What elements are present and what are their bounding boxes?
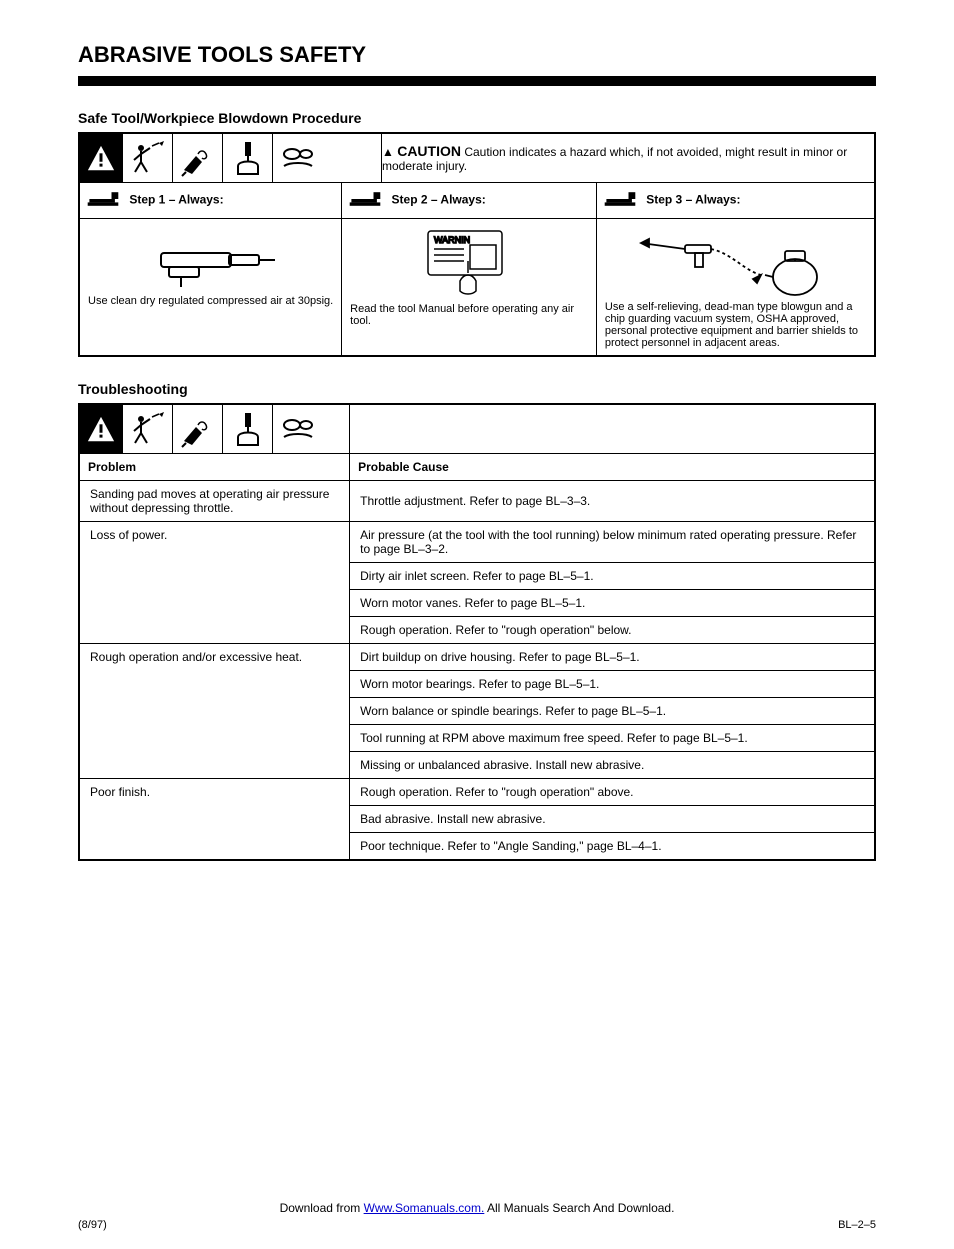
hazard-icon-strip	[80, 134, 381, 182]
eye-hazard-icon	[272, 134, 322, 182]
projectile-hazard-icon	[122, 134, 172, 182]
footer-prefix: Download from	[280, 1201, 364, 1215]
warning-triangle-icon	[80, 405, 122, 453]
step-icon	[86, 187, 120, 214]
title-rule	[78, 76, 876, 86]
trbl-cause: Dirty air inlet screen. Refer to page BL…	[350, 563, 875, 590]
step2-head-text: Step 2 – Always:	[392, 193, 486, 207]
trbl-cause: Bad abrasive. Install new abrasive.	[350, 806, 875, 833]
step2-head: Step 2 – Always:	[342, 183, 597, 219]
trbl-problem: Loss of power.	[79, 522, 350, 644]
issue-date: (8/97)	[78, 1219, 107, 1231]
trbl-cause: Air pressure (at the tool with the tool …	[350, 522, 875, 563]
trbl-cause: Tool running at RPM above maximum free s…	[350, 725, 875, 752]
pinch-hazard-icon	[222, 405, 272, 453]
step3-head: Step 3 – Always:	[596, 183, 875, 219]
step1-head: Step 1 – Always:	[79, 183, 342, 219]
hazard-icon-strip	[80, 405, 349, 453]
trbl-cause: Worn motor bearings. Refer to page BL–5–…	[350, 671, 875, 698]
page-title: ABRASIVE TOOLS SAFETY	[78, 42, 876, 68]
blowgun-vacuum-illustration	[635, 225, 835, 301]
trbl-cause: Throttle adjustment. Refer to page BL–3–…	[350, 481, 875, 522]
trbl-cause: Dirt buildup on drive housing. Refer to …	[350, 644, 875, 671]
trbl-cause: Poor technique. Refer to "Angle Sanding,…	[350, 833, 875, 861]
footer: Download from Www.Somanuals.com. All Man…	[78, 1201, 876, 1215]
trbl-head-problem: Problem	[79, 454, 350, 481]
step1-head-text: Step 1 – Always:	[129, 193, 223, 207]
footer-link[interactable]: Www.Somanuals.com.	[364, 1201, 485, 1215]
trbl-cause: Worn balance or spindle bearings. Refer …	[350, 698, 875, 725]
hot-surface-hazard-icon	[172, 134, 222, 182]
troubleshooting-table: Problem Probable Cause Sanding pad moves…	[78, 403, 876, 861]
step-icon	[603, 187, 637, 214]
hot-surface-hazard-icon	[172, 405, 222, 453]
caution-symbol: ▲	[382, 145, 394, 159]
manual-illustration: WARNIN	[414, 225, 524, 303]
step3-head-text: Step 3 – Always:	[646, 193, 740, 207]
trbl-cause: Rough operation. Refer to "rough operati…	[350, 779, 875, 806]
page-number: BL–2–5	[838, 1219, 876, 1231]
section-safe-blowdown-title: Safe Tool/Workpiece Blowdown Procedure	[78, 110, 876, 126]
step1-caption: Use clean dry regulated compressed air a…	[88, 295, 333, 307]
caution-word: CAUTION	[397, 143, 461, 159]
eye-hazard-icon	[272, 405, 322, 453]
section-troubleshooting-title: Troubleshooting	[78, 381, 876, 397]
trbl-problem: Sanding pad moves at operating air press…	[79, 481, 350, 522]
step2-body: WARNIN Read the tool Manual before opera…	[342, 219, 597, 357]
air-tool-illustration	[141, 225, 281, 295]
projectile-hazard-icon	[122, 405, 172, 453]
safe-blowdown-table: ▲ CAUTION Caution indicates a hazard whi…	[78, 132, 876, 357]
pinch-hazard-icon	[222, 134, 272, 182]
warning-triangle-icon	[80, 134, 122, 182]
trbl-cause: Rough operation. Refer to "rough operati…	[350, 617, 875, 644]
trbl-problem: Poor finish.	[79, 779, 350, 861]
trbl-problem: Rough operation and/or excessive heat.	[79, 644, 350, 779]
step2-caption: Read the tool Manual before operating an…	[350, 303, 588, 327]
caution-cell: ▲ CAUTION Caution indicates a hazard whi…	[381, 133, 875, 183]
step-icon	[348, 187, 382, 214]
trbl-cause: Worn motor vanes. Refer to page BL–5–1.	[350, 590, 875, 617]
step3-caption: Use a self-relieving, dead-man type blow…	[605, 301, 866, 349]
warning-label-text: WARNIN	[434, 235, 470, 245]
trbl-cause: Missing or unbalanced abrasive. Install …	[350, 752, 875, 779]
page-title-block: ABRASIVE TOOLS SAFETY	[78, 42, 876, 68]
step1-body: Use clean dry regulated compressed air a…	[79, 219, 342, 357]
trbl-head-cause: Probable Cause	[350, 454, 875, 481]
footer-suffix: All Manuals Search And Download.	[484, 1201, 674, 1215]
step3-body: Use a self-relieving, dead-man type blow…	[596, 219, 875, 357]
